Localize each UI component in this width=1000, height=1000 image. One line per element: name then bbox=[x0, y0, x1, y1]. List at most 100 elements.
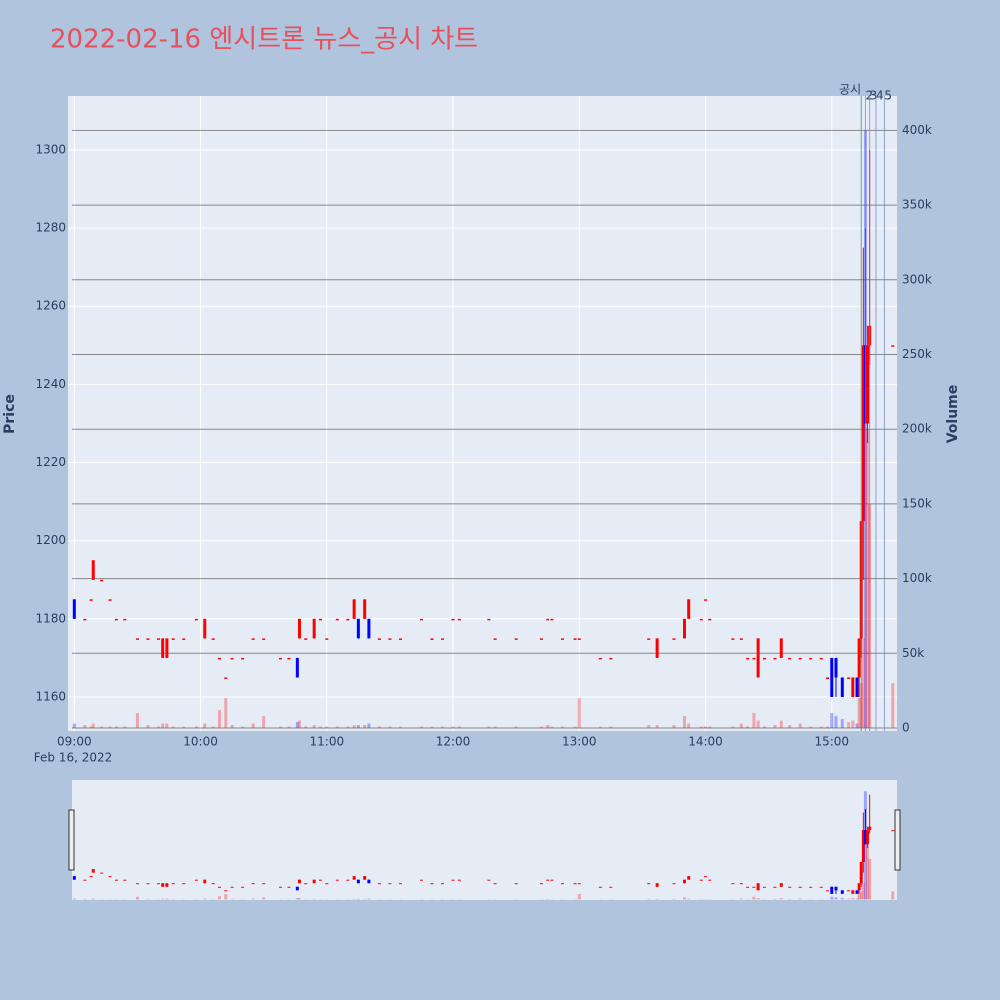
candle-body bbox=[346, 618, 350, 621]
candle-body bbox=[89, 599, 93, 601]
volume-bar bbox=[457, 726, 461, 729]
slider-candle-body bbox=[114, 879, 118, 881]
slider-volume-bar bbox=[779, 898, 783, 900]
volume-bar bbox=[687, 723, 691, 729]
slider-candle-body bbox=[560, 883, 564, 885]
slider-candle-body bbox=[230, 886, 234, 888]
slider-candle-body bbox=[859, 861, 863, 884]
slider-candle-body bbox=[388, 883, 392, 885]
slider-volume-bar bbox=[647, 898, 651, 900]
volume-bar bbox=[114, 726, 118, 729]
volume-bar bbox=[182, 726, 186, 729]
candle-body bbox=[72, 599, 76, 619]
slider-candle-body bbox=[377, 883, 381, 885]
volume-bar bbox=[100, 726, 104, 729]
volume-bar bbox=[857, 698, 861, 729]
slider-candle-body bbox=[655, 883, 659, 887]
volume-bar bbox=[560, 726, 564, 729]
slider-candle-body bbox=[682, 879, 686, 884]
slider-candle-body bbox=[165, 883, 169, 887]
slider-candle-body bbox=[861, 830, 865, 862]
candle-body bbox=[123, 618, 127, 621]
candle-body bbox=[762, 657, 766, 660]
candle-body bbox=[514, 638, 518, 640]
candle-body bbox=[655, 638, 659, 658]
range-slider[interactable] bbox=[72, 780, 897, 900]
volume-bar bbox=[672, 725, 676, 729]
slider-candle-body bbox=[91, 869, 95, 873]
volume-bar bbox=[367, 723, 371, 729]
slider-volume-bar bbox=[847, 898, 851, 900]
slider-volume-bar bbox=[752, 896, 756, 900]
candle-body bbox=[211, 638, 215, 640]
candle-body bbox=[560, 638, 564, 640]
slider-candle-body bbox=[72, 876, 76, 880]
slider-candle-body bbox=[356, 879, 360, 884]
candle-body bbox=[866, 345, 870, 424]
y2-tick-label: 150k bbox=[902, 496, 932, 510]
slider-candle-body bbox=[855, 890, 859, 894]
candle-body bbox=[647, 638, 651, 640]
candle-body bbox=[752, 657, 756, 660]
slider-candle-body bbox=[840, 890, 844, 894]
volume-bar bbox=[704, 726, 708, 729]
volume-bar bbox=[451, 726, 455, 729]
volume-bar bbox=[388, 726, 392, 729]
candle-body bbox=[100, 579, 104, 582]
volume-bar bbox=[89, 726, 93, 729]
candle-body bbox=[194, 618, 198, 621]
volume-bar bbox=[287, 726, 291, 729]
slider-candle-body bbox=[217, 886, 221, 888]
candle-body bbox=[377, 638, 381, 640]
annotation-label: 2 bbox=[865, 89, 873, 103]
slider-candle-body bbox=[325, 883, 329, 885]
candle-body bbox=[809, 657, 813, 660]
slider-candle-body bbox=[441, 883, 445, 885]
candle-body bbox=[834, 657, 838, 678]
candle-body bbox=[830, 657, 834, 698]
candle-body bbox=[135, 638, 139, 640]
slider-handle[interactable] bbox=[68, 809, 75, 871]
slider-candle-body bbox=[123, 879, 127, 881]
volume-bar bbox=[217, 710, 221, 729]
candle-body bbox=[539, 638, 543, 640]
x-tick-label: 10:00 bbox=[183, 735, 218, 749]
slider-volume-bar bbox=[863, 791, 867, 900]
candle-body bbox=[352, 599, 356, 619]
candle-body bbox=[171, 638, 175, 640]
slider-candle-body bbox=[262, 883, 266, 885]
slider-candle-body bbox=[809, 886, 813, 888]
slider-candle-body bbox=[241, 886, 245, 888]
slider-candle-body bbox=[830, 886, 834, 894]
plot-area bbox=[68, 96, 897, 731]
volume-bar bbox=[419, 726, 423, 729]
y2-tick-label: 100k bbox=[902, 571, 932, 585]
slider-candle-body bbox=[851, 890, 855, 894]
volume-bar bbox=[550, 726, 554, 729]
slider-volume-bar bbox=[72, 898, 76, 900]
slider-candle-body bbox=[363, 876, 367, 880]
candle-body bbox=[672, 638, 676, 640]
volume-bar bbox=[773, 725, 777, 729]
candle-body bbox=[398, 638, 402, 640]
slider-volume-bar bbox=[230, 898, 234, 900]
slider-handle[interactable] bbox=[894, 809, 901, 871]
candle-body bbox=[203, 618, 207, 639]
candle-body bbox=[312, 618, 316, 639]
slider-candle-body bbox=[100, 872, 104, 874]
x-tick-label: 09:00 bbox=[57, 735, 92, 749]
slider-candle-body bbox=[279, 886, 283, 888]
slider-candle-body bbox=[546, 879, 550, 881]
volume-bar bbox=[731, 726, 735, 729]
candle-body bbox=[731, 638, 735, 640]
candle-body bbox=[182, 638, 186, 640]
y2-tick-label: 0 bbox=[902, 721, 910, 735]
slider-candle-body bbox=[868, 826, 872, 831]
candle-body bbox=[114, 618, 118, 621]
candle-body bbox=[430, 638, 434, 640]
volume-bar bbox=[788, 725, 792, 729]
candle-body bbox=[708, 618, 712, 621]
volume-bar bbox=[108, 726, 112, 729]
slider-candle-body bbox=[211, 883, 215, 885]
volume-bar bbox=[539, 726, 543, 729]
